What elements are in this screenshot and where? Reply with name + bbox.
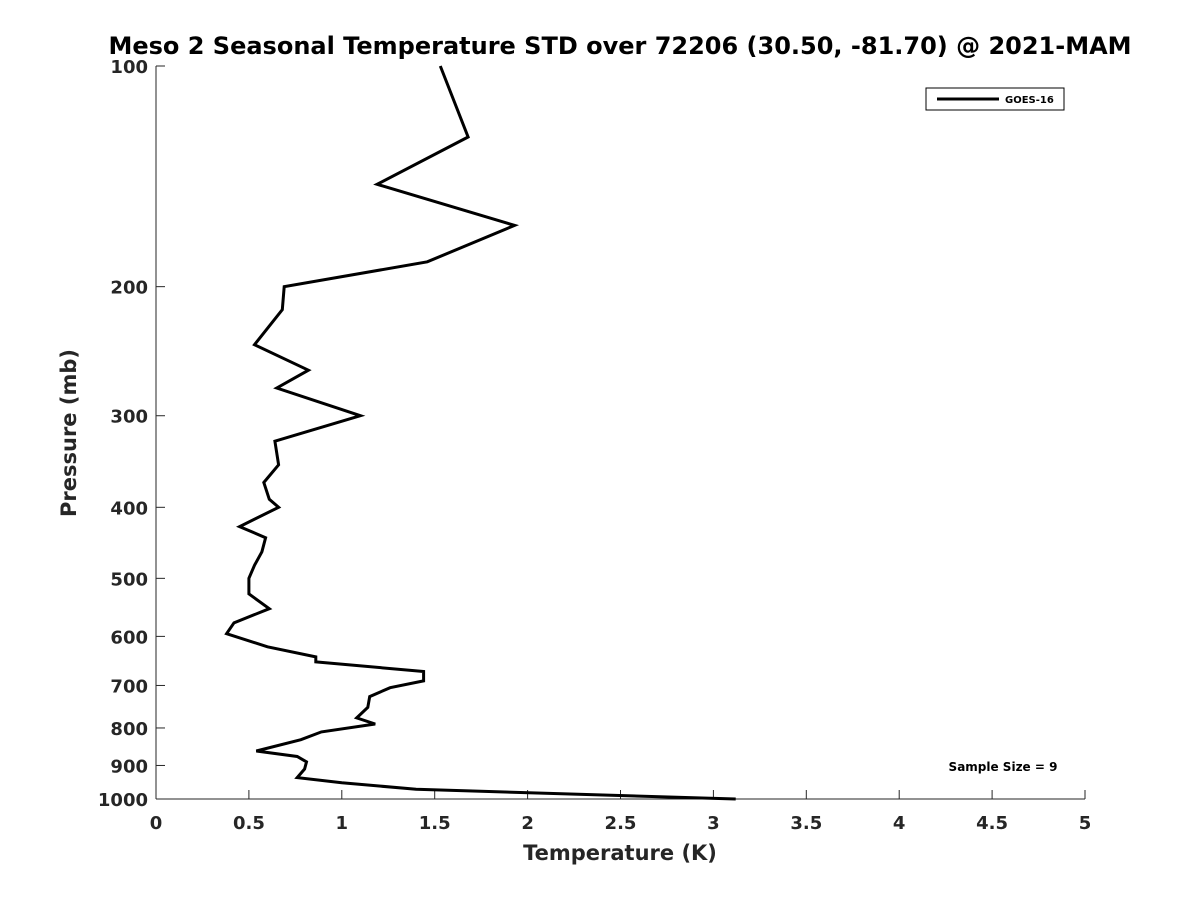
axes: 0 0.5 1 1.5 2 2.5 3 3.5 4 4.5 5 100 200 300 400 500 600 7…	[98, 57, 1091, 834]
x-tick-label: 1.5	[419, 813, 451, 834]
x-tick-label: 2	[521, 813, 534, 834]
x-tick-label: 2.5	[605, 813, 637, 834]
y-tick-label: 900	[110, 756, 148, 777]
legend: GOES-16	[925, 87, 1065, 111]
x-axis-label: Temperature (K)	[523, 841, 717, 865]
y-tick-label: 500	[110, 569, 148, 590]
sample-size-annotation: Sample Size = 9	[949, 760, 1058, 774]
y-tick-label: 400	[110, 498, 148, 519]
x-tick-label: 4.5	[976, 813, 1008, 834]
x-tick-label: 1	[336, 813, 349, 834]
y-tick-label: 1000	[98, 790, 148, 811]
y-tick-label: 100	[110, 57, 148, 78]
y-tick-label: 600	[110, 627, 148, 648]
y-axis-label: Pressure (mb)	[57, 349, 81, 517]
y-tick-label: 800	[110, 719, 148, 740]
y-tick-label: 700	[110, 676, 148, 697]
legend-label-goes-16: GOES-16	[1005, 95, 1054, 106]
x-tick-label: 3.5	[790, 813, 822, 834]
series-line-goes-16	[224, 65, 736, 801]
x-tick-label: 0	[150, 813, 163, 834]
x-tick-label: 4	[893, 813, 906, 834]
chart-title: Meso 2 Seasonal Temperature STD over 722…	[108, 32, 1131, 60]
x-tick-label: 5	[1079, 813, 1092, 834]
x-tick-label: 3	[707, 813, 720, 834]
x-tick-label: 0.5	[233, 813, 265, 834]
y-tick-label: 300	[110, 407, 148, 428]
y-tick-label: 200	[110, 278, 148, 299]
